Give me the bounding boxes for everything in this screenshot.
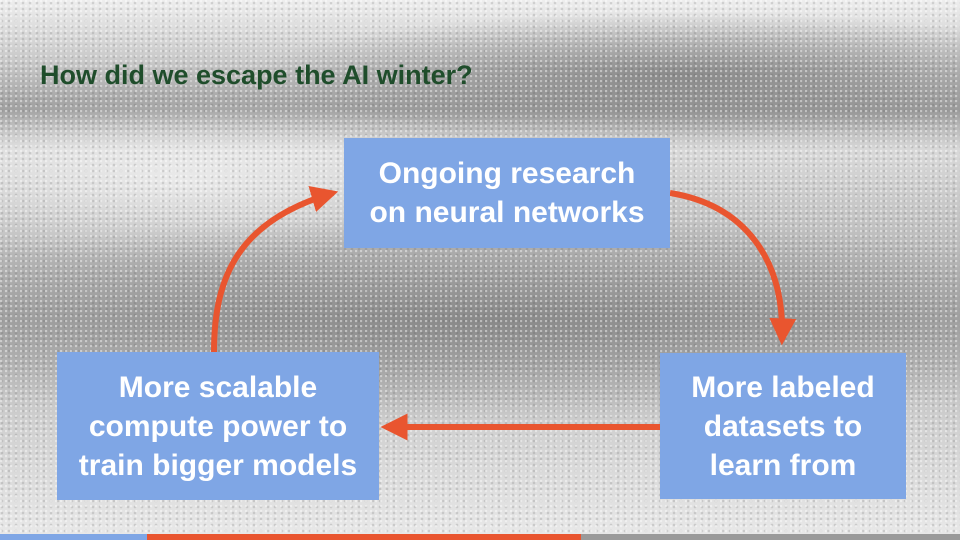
arrow-compute-to-research: [211, 186, 339, 353]
node-label: Ongoing research on neural networks: [369, 157, 645, 229]
node-neural-network-research: Ongoing research on neural networks: [344, 138, 670, 248]
footer-accent-orange: [147, 534, 581, 540]
footer-accent-gray: [581, 534, 960, 540]
footer-accent-blue: [0, 534, 147, 540]
node-scalable-compute: More scalable compute power to train big…: [57, 352, 379, 500]
slide-title: How did we escape the AI winter?: [40, 60, 473, 90]
node-label: More scalable compute power to train big…: [78, 370, 358, 482]
arrow-research-to-datasets: [669, 190, 797, 346]
node-labeled-datasets: More labeled datasets to learn from: [660, 353, 906, 499]
node-label: More labeled datasets to learn from: [691, 370, 875, 482]
